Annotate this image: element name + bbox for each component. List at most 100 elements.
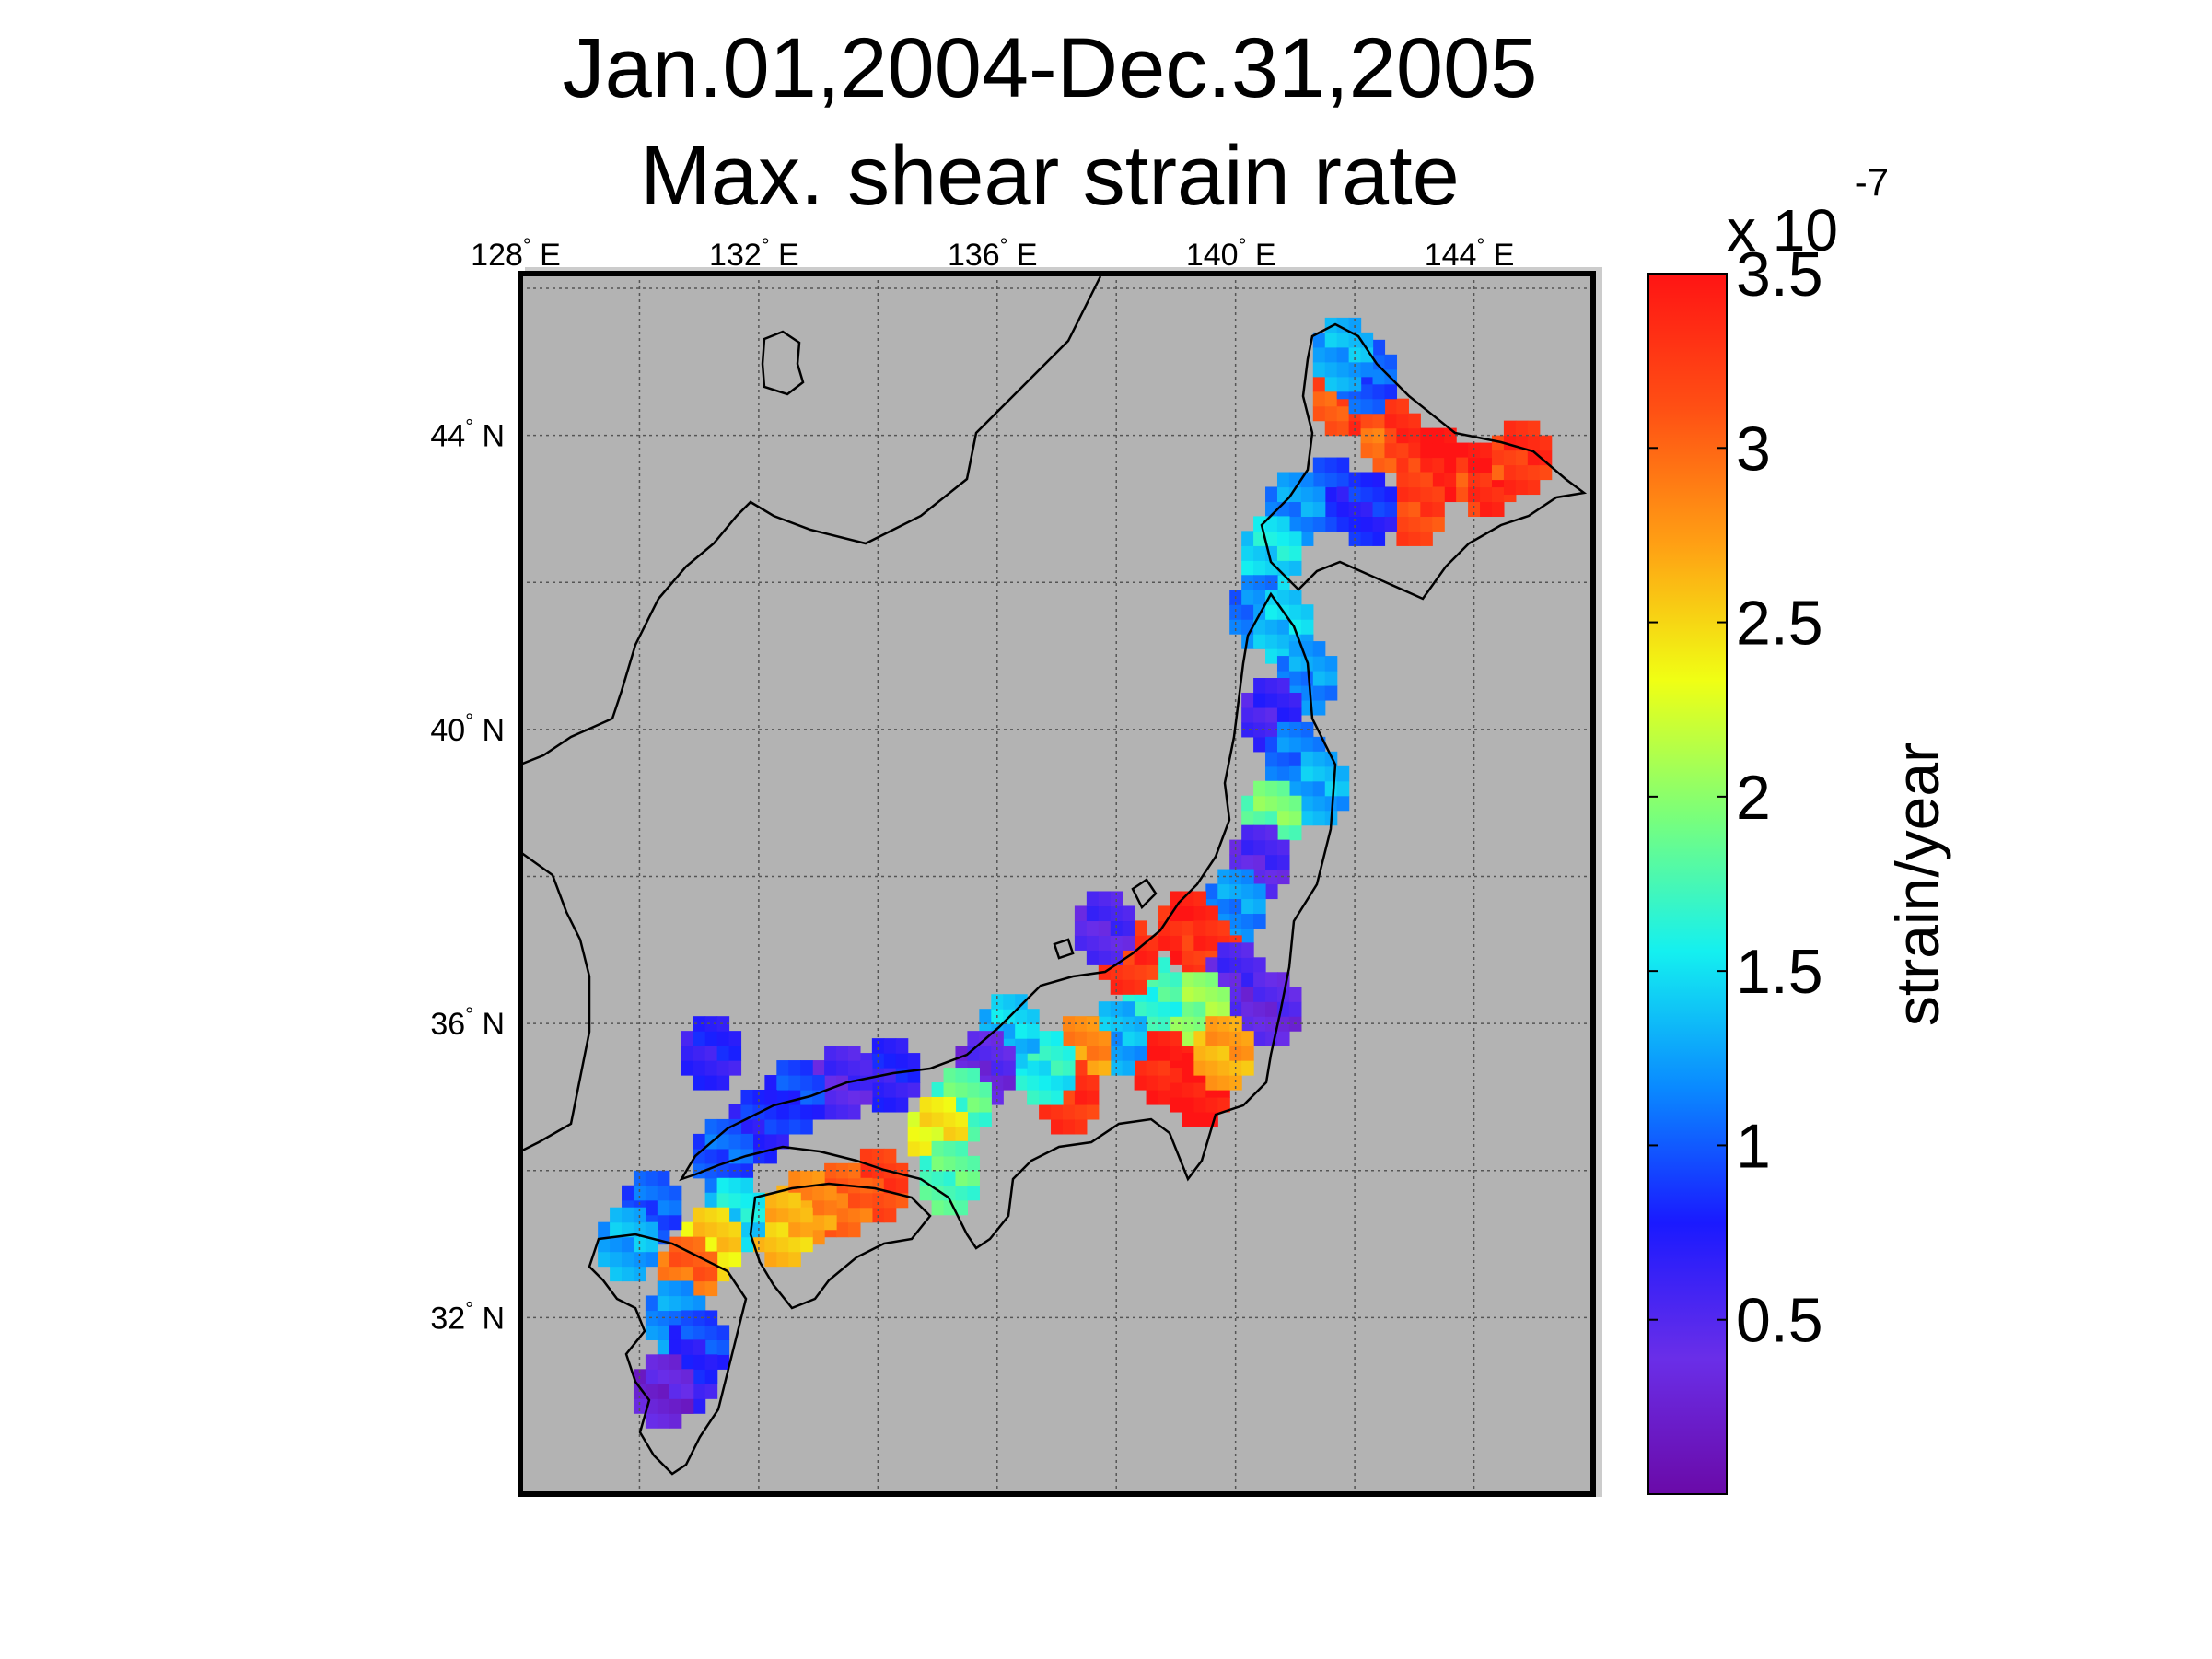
- strain-pixel: [669, 1398, 682, 1414]
- strain-pixel: [681, 1310, 694, 1326]
- strain-pixel: [1241, 1031, 1254, 1046]
- strain-pixel: [1253, 913, 1266, 929]
- strain-pixel: [1229, 987, 1242, 1002]
- strain-pixel: [955, 1170, 969, 1186]
- strain-pixel: [1288, 516, 1302, 532]
- strain-pixel: [669, 1214, 682, 1231]
- strain-pixel: [1312, 684, 1326, 701]
- strain-pixel: [788, 1236, 801, 1253]
- strain-pixel: [657, 1398, 670, 1414]
- colorbar-tick-label: 1: [1736, 1111, 1771, 1181]
- strain-pixel: [693, 1398, 706, 1414]
- strain-pixel: [728, 1104, 742, 1120]
- strain-pixel: [1515, 464, 1529, 481]
- strain-pixel: [1396, 486, 1409, 503]
- graticule-grid: [520, 274, 1593, 1494]
- strain-pixel: [1324, 684, 1338, 701]
- strain-pixel: [1276, 736, 1290, 753]
- strain-pixel: [1062, 1118, 1076, 1135]
- strain-pixel: [859, 1148, 873, 1164]
- strain-pixel: [1276, 824, 1290, 841]
- strain-pixel: [681, 1236, 694, 1253]
- strain-pixel: [1312, 332, 1326, 348]
- strain-pixel: [1098, 1001, 1112, 1017]
- strain-pixel: [883, 1207, 897, 1223]
- strain-pixel: [836, 1162, 849, 1179]
- strain-pixel: [1276, 692, 1290, 708]
- strain-pixel: [1098, 891, 1112, 907]
- strain-pixel: [883, 1177, 897, 1194]
- strain-pixel: [1253, 736, 1266, 753]
- strain-pixel: [1241, 913, 1254, 929]
- strain-pixel: [812, 1060, 825, 1076]
- strain-pixel: [1539, 450, 1553, 466]
- strain-pixel: [704, 1046, 718, 1061]
- strain-pixel: [776, 1104, 789, 1120]
- strain-pixel: [1122, 920, 1135, 936]
- strain-pixel: [1205, 883, 1218, 900]
- colorbar-tick-label: 0.5: [1736, 1286, 1823, 1356]
- strain-pixel: [1336, 346, 1350, 363]
- strain-pixel: [776, 1060, 789, 1076]
- strain-pixel: [1241, 1046, 1254, 1061]
- strain-pixel: [1241, 590, 1254, 605]
- strain-pixel: [847, 1221, 861, 1238]
- strain-pixel: [1193, 1031, 1206, 1046]
- strain-pixel: [1527, 435, 1541, 451]
- strain-pixel: [1444, 472, 1457, 488]
- strain-pixel: [1074, 905, 1088, 922]
- strain-pixel: [693, 1016, 706, 1032]
- strain-pixel: [1384, 354, 1398, 370]
- strain-pixel: [1217, 957, 1230, 973]
- strain-pixel: [1039, 1075, 1052, 1091]
- strain-pixel: [788, 1207, 801, 1223]
- strain-pixel: [1288, 604, 1302, 620]
- strain-pixel: [1300, 531, 1314, 546]
- strain-pixel: [1420, 427, 1433, 444]
- strain-pixel: [610, 1251, 623, 1268]
- strain-pixel: [1110, 1046, 1123, 1061]
- strain-pixel: [716, 1046, 730, 1061]
- strain-pixel: [1265, 795, 1278, 812]
- strain-pixel: [704, 1118, 718, 1135]
- strain-pixel: [681, 1325, 694, 1340]
- strain-pixel: [1396, 413, 1409, 429]
- strain-pixel: [1086, 920, 1100, 936]
- strain-pixel: [1015, 1075, 1028, 1091]
- strain-pixel: [704, 1251, 718, 1268]
- strain-pixel: [610, 1207, 623, 1223]
- strain-pixel: [800, 1104, 813, 1120]
- strain-pixel: [1408, 486, 1421, 503]
- strain-pixel: [1491, 501, 1505, 518]
- strain-pixel: [1324, 795, 1338, 812]
- colorbar-tick-label: 1.5: [1736, 937, 1823, 1007]
- strain-pixel: [1205, 1001, 1218, 1017]
- strain-pixel: [955, 1199, 969, 1216]
- strain-pixel: [704, 1310, 718, 1326]
- strain-pixel: [1312, 346, 1326, 363]
- strain-pixel: [1372, 413, 1386, 429]
- strain-pixel: [693, 1046, 706, 1061]
- strain-pixel: [669, 1325, 682, 1340]
- strain-pixel: [1396, 427, 1409, 444]
- strain-pixel: [1360, 501, 1374, 518]
- strain-pixel: [1098, 1046, 1112, 1061]
- strain-pixel: [1062, 1060, 1076, 1076]
- strain-pixel: [979, 1096, 992, 1113]
- strain-pixel: [1205, 920, 1218, 936]
- strain-pixel: [1253, 898, 1266, 915]
- colorbar-label: strain/year: [1883, 742, 1951, 1026]
- strain-pixel: [1288, 765, 1302, 782]
- strain-pixel: [1527, 464, 1541, 481]
- strain-pixel: [943, 1111, 957, 1127]
- strain-pixel: [1324, 501, 1338, 518]
- strain-pixel: [1003, 1060, 1016, 1076]
- strain-pixel: [1420, 501, 1433, 518]
- strain-pixel: [1217, 920, 1230, 936]
- strain-pixel: [1336, 765, 1350, 782]
- strain-pixel: [669, 1295, 682, 1312]
- strain-pixel: [1396, 457, 1409, 473]
- strain-cell: [1253, 590, 1314, 664]
- map-title-line-1: Jan.01,2004-Dec.31,2005: [562, 21, 1538, 115]
- strain-pixel: [1182, 950, 1194, 965]
